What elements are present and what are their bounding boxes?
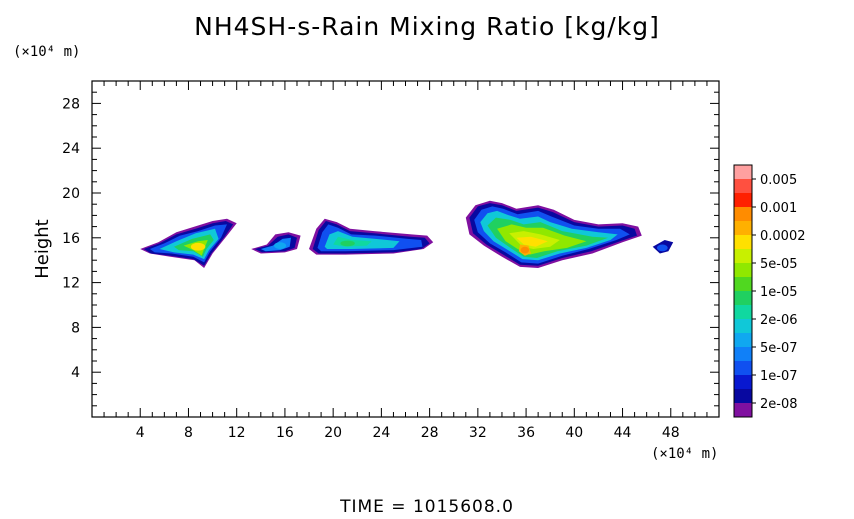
y-tick-label: 8 [71, 320, 80, 336]
cloud-4-layer [516, 236, 548, 247]
colorbar-label: 2e-06 [760, 313, 798, 328]
x-tick-label: 28 [421, 425, 439, 441]
colorbar-swatch [734, 361, 752, 375]
y-tick-label: 28 [62, 96, 80, 112]
colorbar-label: 2e-08 [760, 397, 798, 412]
plot-area [140, 200, 674, 268]
cloud-3-core [340, 240, 355, 247]
x-tick-label: 4 [136, 425, 145, 441]
x-tick-label: 12 [228, 425, 246, 441]
colorbar-swatch [734, 389, 752, 403]
cloud-1-core [190, 242, 206, 251]
colorbar-swatch [734, 193, 752, 207]
x-tick-label: 40 [565, 425, 583, 441]
colorbar-label: 1e-05 [760, 285, 798, 300]
colorbar-swatch [734, 221, 752, 235]
x-tick-label: 20 [324, 425, 342, 441]
colorbar-swatch [734, 333, 752, 347]
y-tick-label: 12 [62, 276, 80, 292]
colorbar-label: 0.0002 [760, 229, 806, 244]
y-axis-label: Height [32, 219, 53, 279]
y-tick-label: 16 [62, 231, 80, 247]
colorbar-swatch [734, 319, 752, 333]
x-tick-label: 8 [184, 425, 193, 441]
x-tick-label: 32 [469, 425, 487, 441]
colorbar-swatch [734, 375, 752, 389]
cloud-4-core [520, 246, 530, 254]
colorbar-swatch [734, 179, 752, 193]
colorbar-swatch [734, 165, 752, 179]
cloud-2-core [274, 242, 287, 249]
colorbar-swatch [734, 403, 752, 417]
colorbar-swatch [734, 263, 752, 277]
x-unit-label: (×10⁴ m) [651, 446, 719, 462]
colorbar-swatch [734, 235, 752, 249]
x-tick-label: 36 [517, 425, 535, 441]
colorbar-swatch [734, 305, 752, 319]
cloud-5-core [656, 244, 668, 252]
colorbar-label: 0.005 [760, 173, 797, 188]
time-label: TIME = 1015608.0 [340, 497, 514, 517]
x-tick-label: 48 [662, 425, 680, 441]
chart-title: NH4SH-s-Rain Mixing Ratio [kg/kg] [194, 12, 660, 41]
x-tick-label: 44 [614, 425, 632, 441]
colorbar-label: 5e-07 [760, 341, 798, 356]
colorbar-swatch [734, 207, 752, 221]
y-tick-label: 20 [62, 186, 80, 202]
colorbar-swatch [734, 291, 752, 305]
colorbar-label: 1e-07 [760, 369, 798, 384]
colorbar-label: 5e-05 [760, 257, 798, 272]
y-tick-label: 4 [71, 365, 80, 381]
colorbar: 0.005 0.001 0.0002 5e-05 1e-05 2e-06 5e-07 1e-0… [733, 164, 806, 418]
y-unit-label: (×10⁴ m) [13, 44, 81, 60]
y-tick-label: 24 [62, 141, 80, 157]
colorbar-swatch [734, 249, 752, 263]
colorbar-swatch [734, 347, 752, 361]
x-tick-label: 24 [372, 425, 390, 441]
colorbar-label: 0.001 [760, 201, 797, 216]
colorbar-swatch [734, 277, 752, 291]
x-tick-label: 16 [276, 425, 294, 441]
